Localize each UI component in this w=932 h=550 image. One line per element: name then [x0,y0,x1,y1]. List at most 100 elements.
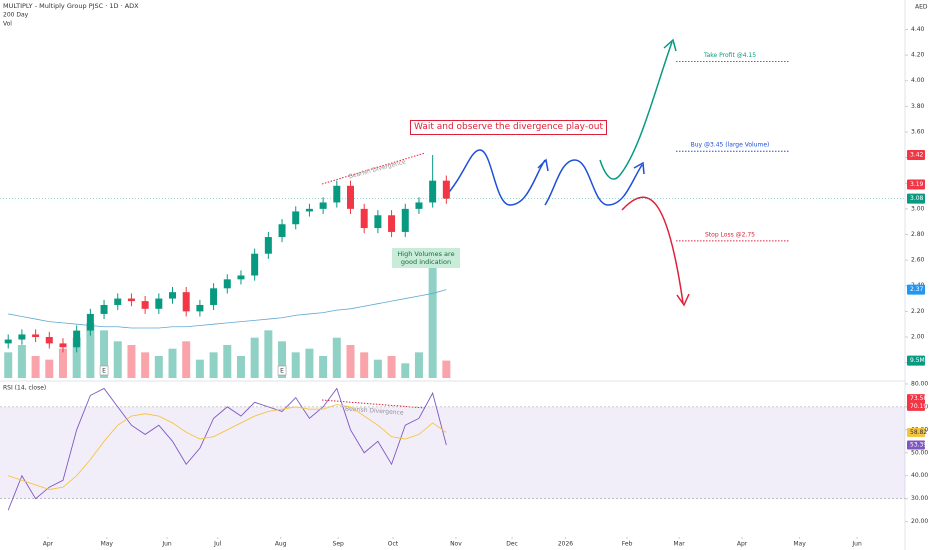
volume-bar [223,345,232,378]
candle-body [319,202,327,209]
rsi-marker-label: 70.19 [910,403,927,410]
candle-body [45,336,53,344]
x-tick-label: Jun [851,541,862,548]
y-tick-label: 3.80 [911,103,925,110]
candle-body [210,288,218,305]
arrow-head [537,158,645,175]
x-tick-label: 2026 [558,541,573,548]
projection [443,149,546,206]
x-tick-label: Nov [450,541,462,548]
volume-bar [250,337,259,378]
x-tick-label: May [793,541,806,548]
y-tick-label: 20.00 [911,518,928,525]
event-marker [277,365,287,376]
volume-bar [58,348,67,378]
candle-body [251,253,259,276]
candle-body [237,275,245,280]
candle-body [18,334,26,340]
x-tick-label: Feb [622,541,633,548]
candle-body [442,180,450,199]
y-tick-label: 4.20 [911,52,925,59]
y-tick-label: 4.00 [911,77,925,84]
candle-body [278,224,286,238]
rsi-band [0,406,905,499]
rsi-marker [907,401,925,411]
candle-body [360,208,368,229]
candle-body [86,313,94,331]
projection [621,196,684,304]
candle-body [155,298,163,309]
candle-body [182,292,190,312]
y-tick-label: 2.80 [911,231,925,238]
arrow-head [676,293,690,307]
candle-body [196,304,204,312]
ma-line [8,289,447,329]
candle-body [429,180,437,203]
candle-body [59,343,67,348]
price-marker [907,284,925,295]
volume-bar [195,359,204,378]
volume-marker [907,355,925,366]
volume-bar [346,345,355,378]
price-marker [907,193,925,204]
volume-bar [209,352,218,378]
level-label: Buy @3.45 (large Volume) [691,142,770,149]
annotation-box: High Volumes are good indication [392,248,460,268]
divergence-line [321,399,426,409]
rsi-line [7,387,447,511]
volume-bar [236,356,245,378]
candle-body [415,202,423,209]
candle-body [32,334,40,337]
y-tick-label: 3.00 [911,205,925,212]
candle-body [100,304,108,314]
volume-bar [182,341,191,378]
candle-body [4,339,12,344]
event-label: E [102,368,106,375]
volume-bar [414,352,423,378]
x-tick-label: Apr [737,541,748,548]
volume-bar [442,360,451,378]
volume-bar [72,337,81,378]
price-marker-label: 3.08 [910,195,924,202]
volume-bar [264,330,273,378]
volume-bar [154,356,163,378]
y-tick-label: 2.60 [911,257,925,264]
volume-bar [305,348,314,378]
rsi-marker [907,394,925,404]
candle-body [169,292,177,299]
annotation: Bearish Divergence [345,406,404,417]
volume-bar [168,348,177,378]
x-tick-label: Oct [388,541,399,548]
y-tick-label: 30.00 [911,495,928,502]
rsi-marker-label: 53.39 [910,441,927,448]
volume-bar [428,268,437,378]
level-label: Take Profit @4.15 [703,52,756,59]
arrow-head [663,38,677,52]
volume-bar [278,341,287,378]
projection [599,41,673,180]
legend-item: 200 Day [3,12,29,19]
candle-body [127,298,135,302]
volume-bar [45,359,54,378]
volume-marker-label: 9.5M [910,357,925,364]
volume-bar [141,352,150,378]
x-tick-label: Dec [506,541,518,548]
candle-body [305,208,313,212]
candle-body [333,185,341,203]
y-tick-label: 4.40 [911,26,925,33]
volume-bar [100,330,109,378]
volume-bar [86,323,95,378]
price-marker-label: 2.37 [910,286,924,293]
rsi-marker-label: 73.58 [910,395,927,402]
y-tick-label: 2.00 [911,333,925,340]
x-tick-label: Mar [673,541,685,548]
volume-bar [373,359,382,378]
volume-bar [31,356,40,378]
candle-body [388,215,396,232]
rsi-marker-label: 58.82 [910,429,927,436]
projection [544,159,643,206]
volume-bar [319,356,328,378]
candle-body [141,301,149,309]
volume-bar [360,352,369,378]
